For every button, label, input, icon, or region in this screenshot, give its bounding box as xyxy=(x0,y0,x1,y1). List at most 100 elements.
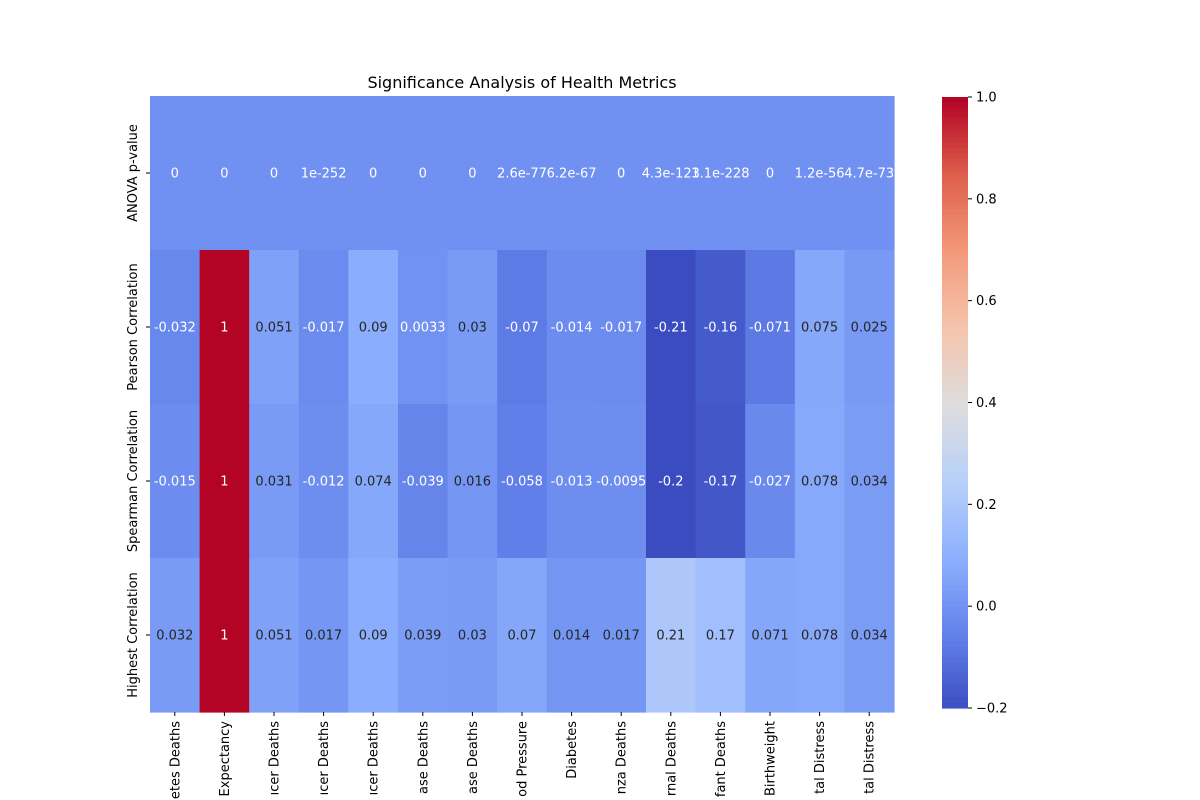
x-tick-label: tal Distress xyxy=(863,721,878,794)
heatmap-cell xyxy=(794,404,845,559)
colorbar-segment xyxy=(942,203,968,210)
cell-annotation: 4.3e-123 xyxy=(642,167,700,182)
colorbar-segment xyxy=(942,667,968,673)
colorbar-segment xyxy=(942,657,968,663)
heatmap-cell xyxy=(249,250,300,405)
cell-annotation: 0.034 xyxy=(851,629,888,644)
cell-annotation: 0.025 xyxy=(851,321,888,336)
heatmap-cell xyxy=(695,404,746,559)
colorbar-segment xyxy=(942,112,968,118)
colorbar-segment xyxy=(942,427,968,434)
colorbar-segment xyxy=(942,483,968,490)
heatmap-cell xyxy=(844,250,895,405)
cell-annotation: 0 xyxy=(419,167,427,182)
colorbar-segment xyxy=(942,692,968,699)
cell-annotation: -0.032 xyxy=(154,321,196,336)
heatmap-cell xyxy=(794,96,845,251)
colorbar-segment xyxy=(942,621,968,628)
cell-annotation: 4.7e-73 xyxy=(844,167,894,182)
heatmap-cell xyxy=(398,558,449,713)
colorbar-segment xyxy=(942,193,968,200)
colorbar-segment xyxy=(942,244,968,251)
colorbar-segment xyxy=(942,249,968,256)
heatmap-cell xyxy=(348,250,399,405)
heatmap-cell xyxy=(695,250,746,405)
colorbar-segment xyxy=(942,265,968,271)
heatmap-cell xyxy=(596,404,647,559)
x-tick-label: Birthweight xyxy=(764,721,779,796)
colorbar-segment xyxy=(942,224,968,230)
heatmap-cell xyxy=(695,558,746,713)
heatmap-cell xyxy=(348,558,399,713)
heatmap-cell xyxy=(745,96,796,251)
colorbar-segment xyxy=(942,290,968,297)
x-tick-label: fant Deaths xyxy=(714,721,729,797)
colorbar-segment xyxy=(942,641,968,648)
colorbar-segment xyxy=(942,590,968,597)
cell-annotation: 0 xyxy=(468,167,476,182)
colorbar-segment xyxy=(942,433,968,439)
cell-annotation: 0.075 xyxy=(801,321,838,336)
colorbar: −0.2 0.0 0.2 0.4 0.6 0.8 1.0 xyxy=(942,91,1008,717)
colorbar-segment xyxy=(942,560,968,567)
cell-annotation: -0.071 xyxy=(749,321,791,336)
heatmap-cell xyxy=(794,558,845,713)
cell-annotation: 0.07 xyxy=(508,629,537,644)
cell-annotation: -0.21 xyxy=(654,321,688,336)
colorbar-segment xyxy=(942,646,968,653)
colorbar-segment xyxy=(942,417,968,424)
heatmap-cell xyxy=(497,250,548,405)
x-tick-label: Diabetes xyxy=(565,721,580,779)
heatmap-cell xyxy=(249,558,300,713)
colorbar-segment xyxy=(942,254,968,261)
heatmap-cell xyxy=(596,96,647,251)
colorbar-segment xyxy=(942,361,968,368)
colorbar-segment xyxy=(942,326,968,332)
colorbar-segment xyxy=(942,377,968,383)
heatmap-cell xyxy=(844,404,895,559)
colorbar-segment xyxy=(942,534,968,541)
colorbar-segment xyxy=(942,122,968,129)
colorbar-segment xyxy=(942,331,968,337)
cell-annotation: 0.016 xyxy=(454,475,491,490)
colorbar-segment xyxy=(942,402,968,409)
colorbar-segment xyxy=(942,595,968,602)
cell-annotation: -0.0095 xyxy=(596,475,646,490)
colorbar-segment xyxy=(942,127,968,134)
colorbar-segment xyxy=(942,601,968,607)
colorbar-segment xyxy=(942,519,968,526)
colorbar-segment xyxy=(942,305,968,312)
colorbar-segment xyxy=(942,300,968,307)
cell-annotation: 0.039 xyxy=(404,629,441,644)
cell-annotation: 0.03 xyxy=(458,321,487,336)
colorbar-tick-label: 0.6 xyxy=(976,294,997,309)
colorbar-segment xyxy=(942,310,968,317)
colorbar-segment xyxy=(942,341,968,348)
cell-annotation: -0.013 xyxy=(551,475,593,490)
heatmap-cell xyxy=(646,558,697,713)
colorbar-segment xyxy=(942,478,968,485)
colorbar-segment xyxy=(942,188,968,195)
colorbar-segment xyxy=(942,499,968,505)
colorbar-segment xyxy=(942,351,968,358)
heatmap-cell xyxy=(794,250,845,405)
heatmap-cell xyxy=(447,96,498,251)
colorbar-segment xyxy=(942,336,968,342)
colorbar-segment xyxy=(942,473,968,480)
cell-annotation: -0.015 xyxy=(154,475,196,490)
colorbar-segment xyxy=(942,580,968,587)
heatmap-cell xyxy=(298,404,349,559)
colorbar-segment xyxy=(942,468,968,475)
cell-annotation: 1 xyxy=(220,629,228,644)
colorbar-segment xyxy=(942,539,968,546)
heatmap-cell xyxy=(646,250,697,405)
colorbar-segment xyxy=(942,321,968,327)
colorbar-segment xyxy=(942,214,968,220)
colorbar-segment xyxy=(942,575,968,582)
cell-annotation: -0.2 xyxy=(658,475,683,490)
heatmap-cell xyxy=(596,558,647,713)
colorbar-segment xyxy=(942,285,968,292)
heatmap-cell xyxy=(150,404,201,559)
colorbar-segment xyxy=(942,259,968,266)
